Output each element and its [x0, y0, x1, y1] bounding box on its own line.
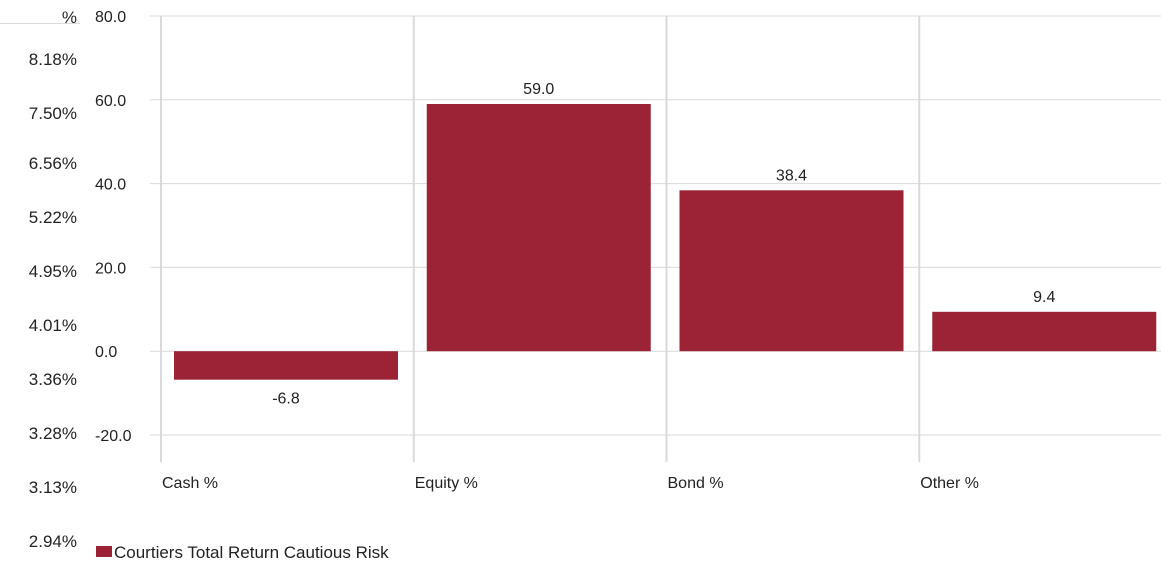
- x-tick-label: Cash %: [162, 475, 218, 492]
- data-label: 59.0: [523, 81, 554, 98]
- y-tick-label: 40.0: [95, 177, 126, 194]
- left-column-item: 3.36%: [28, 370, 77, 389]
- y-tick-label: -20.0: [95, 428, 132, 445]
- data-label: -6.8: [272, 391, 300, 408]
- left-column-item: 2.94%: [28, 532, 77, 551]
- data-label: 38.4: [776, 167, 807, 184]
- x-tick-label: Other %: [920, 475, 979, 492]
- y-tick-label: 20.0: [95, 260, 126, 277]
- data-label: 9.4: [1033, 289, 1055, 306]
- left-column-item: 6.56%: [28, 154, 77, 173]
- left-column-item: 3.13%: [28, 478, 77, 497]
- left-value-column: % 8.18% 7.50% 6.56% 5.22% 4.95% 4.01% 3.…: [0, 0, 80, 564]
- left-column-header-label: %: [61, 8, 77, 27]
- left-column-item: 8.18%: [28, 50, 77, 69]
- bar: [932, 311, 1157, 352]
- left-column-item: 5.22%: [28, 208, 77, 227]
- bar: [679, 190, 904, 352]
- bar: [426, 103, 651, 352]
- x-tick-label: Equity %: [415, 475, 478, 492]
- left-column-header: %: [0, 0, 80, 27]
- bar: [174, 351, 398, 380]
- left-column-item: 4.01%: [28, 316, 77, 335]
- y-tick-label: 80.0: [95, 9, 126, 26]
- left-column-item: 3.28%: [28, 424, 77, 443]
- legend-swatch: [96, 546, 112, 557]
- y-tick-label: 60.0: [95, 93, 126, 110]
- left-column-item: 7.50%: [28, 104, 77, 123]
- left-column-item: 4.95%: [28, 262, 77, 281]
- legend-label: Courtiers Total Return Cautious Risk: [114, 543, 389, 562]
- x-tick-label: Bond %: [668, 475, 724, 492]
- y-tick-label: 0.0: [95, 344, 117, 361]
